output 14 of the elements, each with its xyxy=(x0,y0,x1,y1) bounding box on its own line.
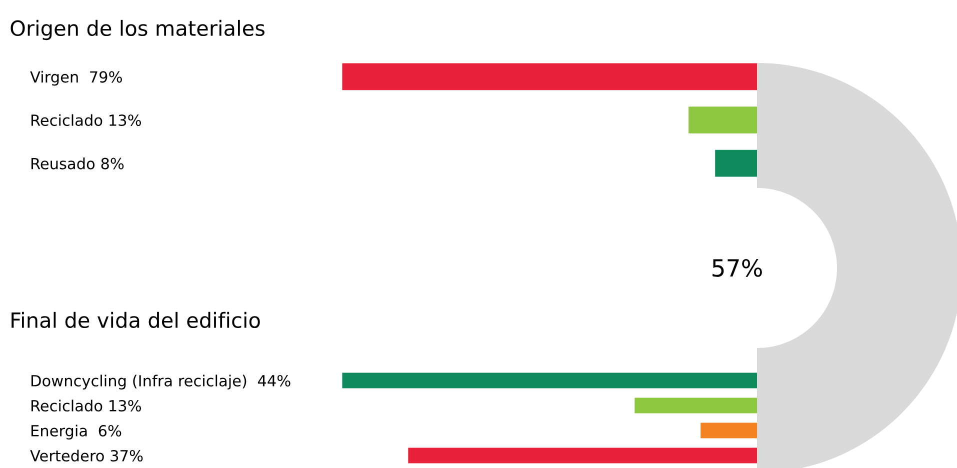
text: 57% xyxy=(712,258,762,277)
text: Origen de los materiales xyxy=(10,20,264,40)
bar xyxy=(634,398,757,414)
y-tick-label: Downcycling (Infra reciclaje) 44% xyxy=(32,374,290,390)
bar xyxy=(342,372,757,388)
y-tick-label: Reciclado 13% xyxy=(32,400,141,412)
y-tick-label: Vertedero 37% xyxy=(30,450,143,462)
y-tick-label: Reciclado 13% xyxy=(32,114,141,126)
y-tick-label: Energia 6% xyxy=(32,424,122,440)
text: Final de vida del edificio xyxy=(12,312,260,328)
bar xyxy=(408,448,757,464)
bar xyxy=(700,422,757,438)
y-tick-label: Reusado 8% xyxy=(32,158,124,170)
y-tick-label: Virgen 79% xyxy=(30,70,122,86)
